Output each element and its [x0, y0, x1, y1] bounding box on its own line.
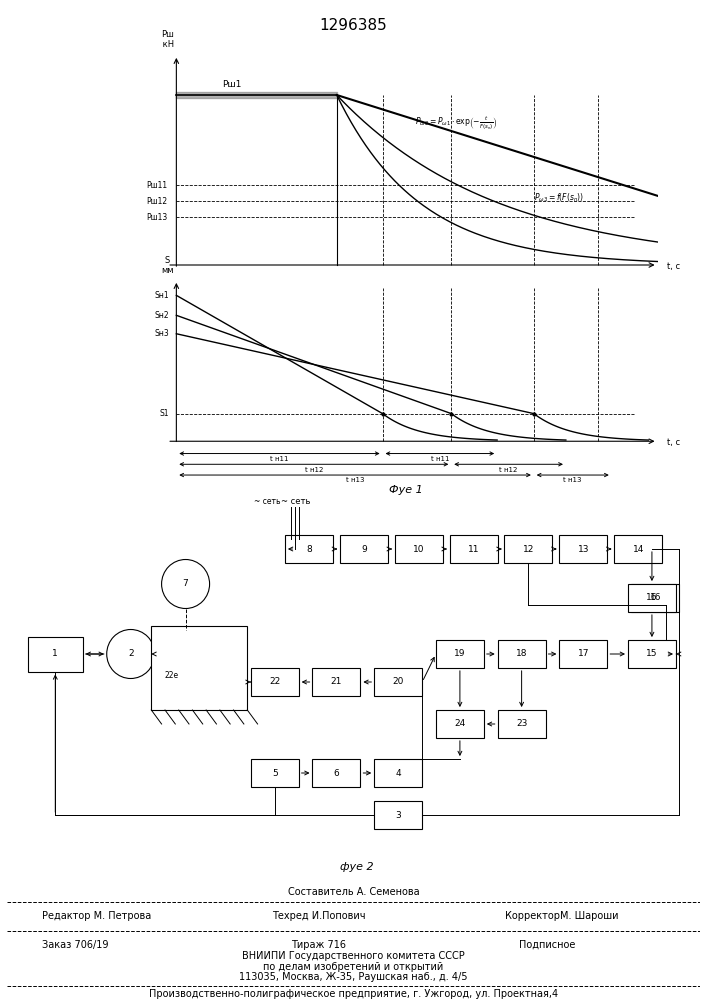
Text: 18: 18 [516, 650, 527, 658]
Bar [28, 637, 83, 672]
Text: 24: 24 [455, 720, 465, 728]
Bar [614, 535, 662, 563]
Text: ~ сеть: ~ сеть [255, 496, 281, 506]
Text: КорректорМ. Шароши: КорректорМ. Шароши [505, 911, 618, 921]
Text: 12: 12 [522, 544, 534, 554]
Bar [374, 668, 422, 696]
Text: Рш
 кН: Рш кН [160, 30, 174, 49]
Bar [559, 640, 607, 668]
Text: 21: 21 [331, 678, 342, 686]
Text: t н11: t н11 [431, 456, 449, 462]
Text: 19: 19 [454, 650, 466, 658]
Bar [312, 668, 361, 696]
Text: S
мм: S мм [161, 256, 173, 275]
Text: ВНИИПИ Государственного комитета СССР: ВНИИПИ Государственного комитета СССР [242, 951, 465, 961]
Bar [340, 535, 388, 563]
Text: Рш13: Рш13 [146, 213, 167, 222]
Bar [628, 640, 676, 668]
Text: Редактор М. Петрова: Редактор М. Петрова [42, 911, 151, 921]
Text: 4: 4 [395, 768, 401, 778]
Bar [498, 640, 546, 668]
Text: Производственно-полиграфическое предприятие, г. Ужгород, ул. Проектная,4: Производственно-полиграфическое предприя… [149, 989, 558, 999]
Bar [631, 584, 679, 612]
Bar [628, 584, 676, 612]
Text: t, c: t, c [667, 262, 680, 271]
Bar [559, 535, 607, 563]
Text: Заказ 706/19: Заказ 706/19 [42, 940, 108, 950]
Text: t, c: t, c [667, 438, 680, 447]
Text: t н12: t н12 [305, 467, 323, 473]
Text: Тираж 716: Тираж 716 [291, 940, 346, 950]
Text: 14: 14 [633, 544, 644, 554]
Bar [151, 626, 247, 710]
Text: 1: 1 [52, 650, 58, 658]
Text: 9: 9 [361, 544, 367, 554]
Bar [436, 710, 484, 738]
Bar [450, 535, 498, 563]
Text: 3: 3 [395, 810, 401, 820]
Bar [436, 640, 484, 668]
Bar [374, 759, 422, 787]
Text: 20: 20 [392, 678, 404, 686]
Text: Рш12: Рш12 [146, 196, 167, 206]
Bar [251, 668, 299, 696]
Text: t н11: t н11 [270, 456, 288, 462]
Text: 11: 11 [468, 544, 479, 554]
Text: Подписное: Подписное [520, 940, 575, 950]
Text: Составитель А. Семенова: Составитель А. Семенова [288, 887, 419, 897]
Text: $P_{\omega 2}=P_{\omega 1}\cdot\exp\!\left(-\frac{t}{F(s_n)}\right)$: $P_{\omega 2}=P_{\omega 1}\cdot\exp\!\le… [414, 115, 498, 132]
Text: 23: 23 [516, 720, 527, 728]
Bar [498, 710, 546, 738]
Text: 2: 2 [128, 650, 134, 658]
Bar [505, 535, 552, 563]
Text: Фуе 1: Фуе 1 [389, 485, 422, 495]
Text: 22: 22 [269, 678, 281, 686]
Text: 16: 16 [650, 593, 661, 602]
Text: 113035, Москва, Ж-35, Раушская наб., д. 4/5: 113035, Москва, Ж-35, Раушская наб., д. … [239, 972, 468, 982]
Text: 6: 6 [334, 768, 339, 778]
Text: фуе 2: фуе 2 [340, 862, 374, 872]
Text: 8: 8 [306, 544, 312, 554]
Text: 15: 15 [646, 650, 658, 658]
Text: 13: 13 [578, 544, 589, 554]
Text: по делам изобретений и открытий: по делам изобретений и открытий [264, 962, 443, 972]
Text: 7: 7 [182, 580, 189, 588]
Text: 17: 17 [578, 650, 589, 658]
Text: Sн1: Sн1 [155, 291, 170, 300]
Bar [374, 801, 422, 829]
Text: Техред И.Попович: Техред И.Попович [272, 911, 366, 921]
Text: 1296385: 1296385 [320, 17, 387, 32]
Bar [395, 535, 443, 563]
Text: Sн2: Sн2 [155, 311, 170, 320]
Text: 10: 10 [413, 544, 424, 554]
Text: t н12: t н12 [499, 467, 518, 473]
Text: S1: S1 [160, 409, 170, 418]
Bar [312, 759, 361, 787]
Bar [285, 535, 333, 563]
Text: 16: 16 [646, 593, 658, 602]
Text: t н13: t н13 [346, 477, 364, 483]
Bar [251, 759, 299, 787]
Text: Sн3: Sн3 [155, 329, 170, 338]
Text: ~ сеть: ~ сеть [281, 496, 310, 506]
Text: Рш1: Рш1 [222, 80, 242, 89]
Text: 5: 5 [272, 768, 278, 778]
Text: Рш11: Рш11 [146, 180, 167, 190]
Text: $P_{\omega 3}=f(F(s_n))$: $P_{\omega 3}=f(F(s_n))$ [534, 192, 584, 205]
Text: t н13: t н13 [563, 477, 582, 483]
Text: 22е: 22е [165, 670, 179, 680]
